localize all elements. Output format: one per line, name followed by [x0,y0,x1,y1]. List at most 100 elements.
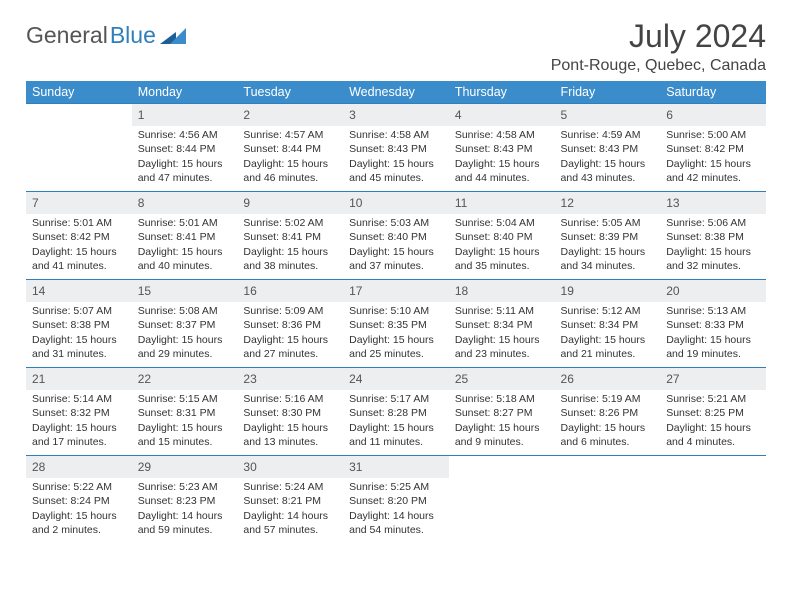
calendar-cell: 19Sunrise: 5:12 AMSunset: 8:34 PMDayligh… [555,280,661,368]
day-line: Daylight: 15 hours [455,157,549,171]
day-number: 11 [449,192,555,214]
calendar-cell [26,104,132,192]
day-line: Daylight: 15 hours [455,333,549,347]
month-title: July 2024 [551,18,766,55]
calendar-table: Sunday Monday Tuesday Wednesday Thursday… [26,81,766,544]
day-line: Daylight: 15 hours [349,421,443,435]
weekday-header-row: Sunday Monday Tuesday Wednesday Thursday… [26,81,766,104]
day-line: Sunset: 8:34 PM [455,318,549,332]
calendar-cell: 23Sunrise: 5:16 AMSunset: 8:30 PMDayligh… [237,368,343,456]
day-content: Sunrise: 5:07 AMSunset: 8:38 PMDaylight:… [26,302,132,365]
day-number: 15 [132,280,238,302]
day-line: and 17 minutes. [32,435,126,449]
day-content: Sunrise: 5:10 AMSunset: 8:35 PMDaylight:… [343,302,449,365]
day-line: Daylight: 15 hours [349,333,443,347]
day-line: Sunset: 8:42 PM [32,230,126,244]
day-number: 25 [449,368,555,390]
day-line: Sunset: 8:36 PM [243,318,337,332]
day-number: 28 [26,456,132,478]
title-block: July 2024 Pont-Rouge, Quebec, Canada [551,18,766,75]
calendar-cell [660,456,766,544]
day-line: Sunset: 8:25 PM [666,406,760,420]
day-line: Sunset: 8:33 PM [666,318,760,332]
day-line: Sunset: 8:38 PM [32,318,126,332]
day-line: Daylight: 15 hours [561,421,655,435]
day-line: Daylight: 15 hours [561,157,655,171]
day-line: Sunrise: 5:10 AM [349,304,443,318]
day-number: 19 [555,280,661,302]
day-line: and 6 minutes. [561,435,655,449]
day-line: Sunrise: 5:01 AM [32,216,126,230]
day-content: Sunrise: 4:56 AMSunset: 8:44 PMDaylight:… [132,126,238,189]
day-line: Sunrise: 5:23 AM [138,480,232,494]
day-number: 30 [237,456,343,478]
day-number: 2 [237,104,343,126]
day-line: Sunset: 8:21 PM [243,494,337,508]
day-number: 12 [555,192,661,214]
calendar-cell: 11Sunrise: 5:04 AMSunset: 8:40 PMDayligh… [449,192,555,280]
day-line: Daylight: 15 hours [455,245,549,259]
day-number: 17 [343,280,449,302]
day-line: and 41 minutes. [32,259,126,273]
day-line: Sunrise: 5:04 AM [455,216,549,230]
day-content: Sunrise: 4:59 AMSunset: 8:43 PMDaylight:… [555,126,661,189]
day-content [26,126,132,132]
calendar-row: 1Sunrise: 4:56 AMSunset: 8:44 PMDaylight… [26,104,766,192]
day-line: Daylight: 15 hours [243,333,337,347]
day-number: 20 [660,280,766,302]
day-content: Sunrise: 5:00 AMSunset: 8:42 PMDaylight:… [660,126,766,189]
day-line: Sunset: 8:34 PM [561,318,655,332]
day-line: Sunrise: 5:07 AM [32,304,126,318]
calendar-cell: 17Sunrise: 5:10 AMSunset: 8:35 PMDayligh… [343,280,449,368]
day-line: Sunset: 8:26 PM [561,406,655,420]
day-content: Sunrise: 5:01 AMSunset: 8:41 PMDaylight:… [132,214,238,277]
day-line: Sunrise: 4:58 AM [455,128,549,142]
day-line: Daylight: 15 hours [455,421,549,435]
day-line: Daylight: 15 hours [243,421,337,435]
day-line: and 21 minutes. [561,347,655,361]
day-line: Daylight: 15 hours [32,245,126,259]
day-content: Sunrise: 5:19 AMSunset: 8:26 PMDaylight:… [555,390,661,453]
day-line: Sunrise: 5:02 AM [243,216,337,230]
day-line: Daylight: 15 hours [243,157,337,171]
day-line: Sunset: 8:35 PM [349,318,443,332]
calendar-cell: 12Sunrise: 5:05 AMSunset: 8:39 PMDayligh… [555,192,661,280]
weekday-header: Saturday [660,81,766,104]
day-line: Daylight: 15 hours [666,333,760,347]
day-number: 7 [26,192,132,214]
day-line: Sunset: 8:43 PM [349,142,443,156]
day-line: Daylight: 15 hours [349,245,443,259]
weekday-header: Friday [555,81,661,104]
calendar-cell: 9Sunrise: 5:02 AMSunset: 8:41 PMDaylight… [237,192,343,280]
day-content: Sunrise: 5:01 AMSunset: 8:42 PMDaylight:… [26,214,132,277]
calendar-cell: 14Sunrise: 5:07 AMSunset: 8:38 PMDayligh… [26,280,132,368]
calendar-cell: 1Sunrise: 4:56 AMSunset: 8:44 PMDaylight… [132,104,238,192]
day-content: Sunrise: 5:21 AMSunset: 8:25 PMDaylight:… [660,390,766,453]
day-number: 23 [237,368,343,390]
day-line: and 35 minutes. [455,259,549,273]
calendar-cell [555,456,661,544]
calendar-cell: 13Sunrise: 5:06 AMSunset: 8:38 PMDayligh… [660,192,766,280]
day-content [449,478,555,484]
day-line: Sunset: 8:38 PM [666,230,760,244]
calendar-cell: 28Sunrise: 5:22 AMSunset: 8:24 PMDayligh… [26,456,132,544]
day-line: and 34 minutes. [561,259,655,273]
day-line: Daylight: 15 hours [138,245,232,259]
day-line: and 15 minutes. [138,435,232,449]
day-line: Daylight: 15 hours [666,245,760,259]
day-content: Sunrise: 5:13 AMSunset: 8:33 PMDaylight:… [660,302,766,365]
day-content: Sunrise: 5:16 AMSunset: 8:30 PMDaylight:… [237,390,343,453]
day-number: 3 [343,104,449,126]
logo-text-2: Blue [110,22,156,49]
day-line: Daylight: 14 hours [349,509,443,523]
calendar-cell: 31Sunrise: 5:25 AMSunset: 8:20 PMDayligh… [343,456,449,544]
day-line: Sunrise: 5:08 AM [138,304,232,318]
day-line: Sunrise: 5:14 AM [32,392,126,406]
day-line: Sunrise: 5:18 AM [455,392,549,406]
day-line: Sunset: 8:44 PM [138,142,232,156]
day-number: 13 [660,192,766,214]
day-content: Sunrise: 5:09 AMSunset: 8:36 PMDaylight:… [237,302,343,365]
day-line: Sunrise: 5:16 AM [243,392,337,406]
day-line: Daylight: 15 hours [138,157,232,171]
day-content: Sunrise: 5:22 AMSunset: 8:24 PMDaylight:… [26,478,132,541]
